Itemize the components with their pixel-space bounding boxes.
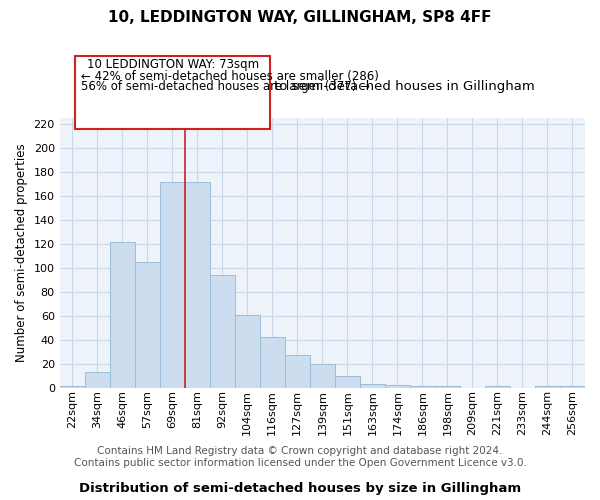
Y-axis label: Number of semi-detached properties: Number of semi-detached properties xyxy=(15,144,28,362)
Text: Distribution of semi-detached houses by size in Gillingham: Distribution of semi-detached houses by … xyxy=(79,482,521,495)
Bar xyxy=(235,315,260,388)
Text: 10 LEDDINGTON WAY: 73sqm: 10 LEDDINGTON WAY: 73sqm xyxy=(86,58,259,70)
Bar xyxy=(110,242,135,388)
Bar xyxy=(435,386,460,388)
Bar xyxy=(85,372,110,388)
Text: ← 42% of semi-detached houses are smaller (286): ← 42% of semi-detached houses are smalle… xyxy=(81,70,379,82)
Bar xyxy=(185,182,210,388)
Bar xyxy=(385,385,410,388)
Text: 56% of semi-detached houses are larger (377) →: 56% of semi-detached houses are larger (… xyxy=(81,80,370,92)
Title: Size of property relative to semi-detached houses in Gillingham: Size of property relative to semi-detach… xyxy=(109,80,535,93)
Bar xyxy=(260,337,285,388)
Bar xyxy=(535,386,560,388)
Bar xyxy=(210,276,235,388)
Bar xyxy=(135,262,160,388)
Bar xyxy=(360,384,385,388)
Bar xyxy=(59,386,85,388)
Text: Contains HM Land Registry data © Crown copyright and database right 2024.
Contai: Contains HM Land Registry data © Crown c… xyxy=(74,446,526,468)
Bar xyxy=(560,386,585,388)
Bar xyxy=(485,386,510,388)
Bar xyxy=(160,182,185,388)
Bar xyxy=(410,386,435,388)
Bar xyxy=(285,355,310,388)
Text: 10, LEDDINGTON WAY, GILLINGHAM, SP8 4FF: 10, LEDDINGTON WAY, GILLINGHAM, SP8 4FF xyxy=(108,10,492,25)
Bar xyxy=(310,364,335,388)
Bar xyxy=(335,376,360,388)
